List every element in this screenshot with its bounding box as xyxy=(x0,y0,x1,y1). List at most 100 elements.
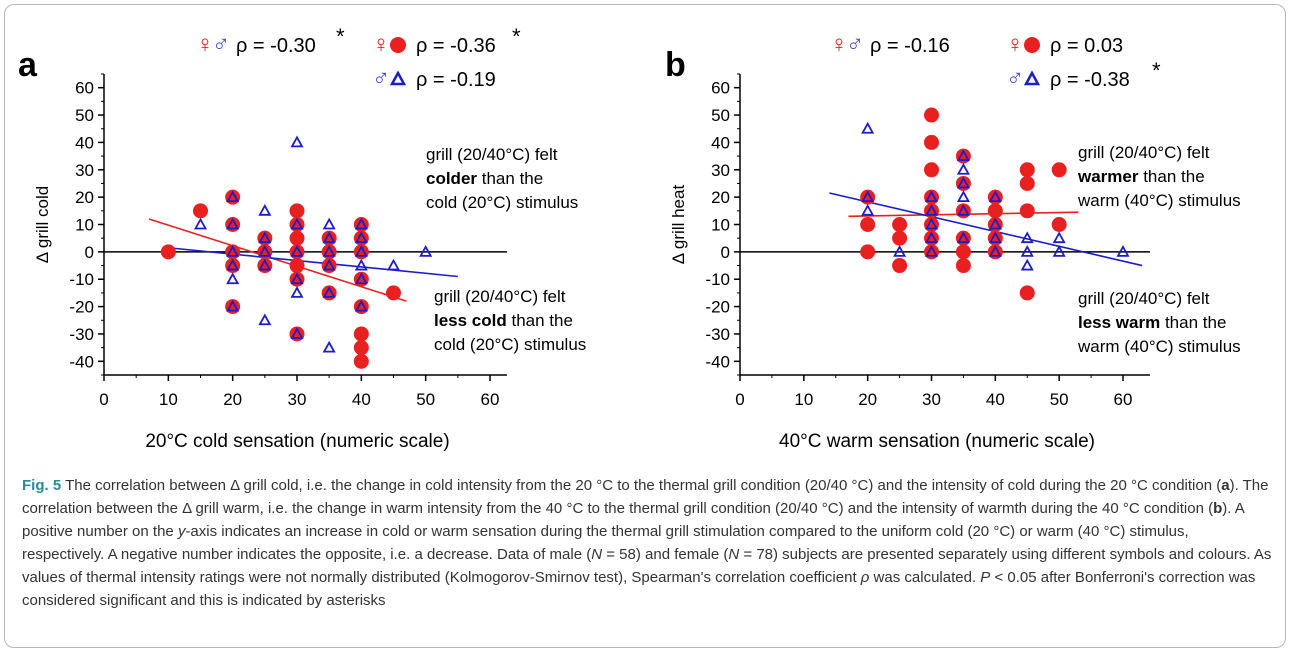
male-point xyxy=(290,286,304,298)
annotation-top-line2: colder than the xyxy=(426,169,543,188)
male-point xyxy=(322,340,336,353)
x-tick-label: 20 xyxy=(223,390,242,409)
panel-b: -40 -30 -20 -10 0 10 20 30 40 50 60 0 10 20 30 40 50 60 40… xyxy=(665,31,1241,452)
female-point xyxy=(955,258,971,274)
male-fit-line xyxy=(168,246,458,278)
annotation-bottom-line1: grill (20/40°C) felt xyxy=(1078,289,1210,308)
male-point xyxy=(258,203,272,216)
x-tick-label: 20 xyxy=(858,390,877,409)
male-point xyxy=(893,245,907,257)
panel-label: b xyxy=(665,46,686,84)
male-symbol: ♂ xyxy=(846,31,864,58)
y-tick-label: 60 xyxy=(711,79,730,98)
female-point xyxy=(289,203,305,219)
male-point xyxy=(322,258,336,271)
female-point xyxy=(987,203,1003,219)
annotation-bottom-rest: than the xyxy=(1160,313,1226,332)
male-point xyxy=(924,203,939,216)
male-point xyxy=(226,258,240,271)
female-symbol: ♀ xyxy=(830,31,848,58)
male-point xyxy=(924,231,939,244)
caption-label: Fig. 5 xyxy=(22,477,62,494)
y-tick-label: 50 xyxy=(711,106,730,125)
x-tick-label: 10 xyxy=(159,390,178,409)
male-point xyxy=(924,245,939,257)
y-tick-label: 10 xyxy=(711,216,730,235)
y-tick-label: 20 xyxy=(75,188,94,207)
male-point xyxy=(290,217,304,230)
caption-part: a xyxy=(1221,477,1230,494)
male-symbol: ♂ xyxy=(212,31,230,58)
caption-part: N xyxy=(728,546,740,563)
figure-caption: Fig. 5 The correlation between Δ grill c… xyxy=(22,474,1272,612)
female-point xyxy=(860,217,876,232)
male-point xyxy=(290,245,304,257)
male-point xyxy=(988,217,1002,230)
y-tick-label: -40 xyxy=(69,352,94,371)
y-tick-label: -30 xyxy=(705,325,730,344)
male-point xyxy=(354,272,368,285)
female-point xyxy=(1051,217,1067,232)
female-point xyxy=(924,134,939,150)
male-point xyxy=(1020,258,1034,271)
female-point xyxy=(892,258,908,274)
male-point xyxy=(258,245,272,257)
female-point xyxy=(924,107,939,123)
female-point xyxy=(289,258,305,274)
caption-part: The correlation between Δ grill cold, i.… xyxy=(65,477,1222,494)
y-tick-label: 50 xyxy=(75,106,94,125)
male-point xyxy=(386,258,401,271)
male-point xyxy=(924,190,939,203)
annotation-bottom-line3: warm (40°C) stimulus xyxy=(1077,337,1241,356)
male-point xyxy=(354,245,368,257)
female-point xyxy=(955,244,971,260)
stat-both-star: * xyxy=(336,24,345,49)
y-tick-label: -10 xyxy=(705,270,730,289)
x-tick-label: 30 xyxy=(922,390,941,409)
female-fit-line xyxy=(148,218,407,302)
caption-part: ). The correlation between the Δ grill w… xyxy=(22,477,1269,517)
annotation-top-line2: warmer than the xyxy=(1077,167,1205,186)
male-point xyxy=(1020,245,1034,257)
caption-part: -axis indicates an increase in cold or w… xyxy=(22,523,1189,563)
annotation-bottom-line1: grill (20/40°C) felt xyxy=(434,287,566,306)
male-point xyxy=(956,162,970,175)
caption-text: The correlation between Δ grill cold, i.… xyxy=(22,477,1271,609)
caption-part: was calculated. xyxy=(869,569,981,586)
male-point xyxy=(193,217,208,230)
male-point xyxy=(322,286,336,298)
x-axis-label: 40°C warm sensation (numeric scale) xyxy=(779,431,1095,452)
annotation-bottom-rest: than the xyxy=(507,311,573,330)
y-tick-label: -10 xyxy=(69,270,94,289)
y-tick-label: -20 xyxy=(705,298,730,317)
male-fit-line xyxy=(829,192,1143,267)
annotation-top-line1: grill (20/40°C) felt xyxy=(426,145,558,164)
male-point xyxy=(322,231,336,244)
male-point xyxy=(988,231,1002,244)
caption-part: b xyxy=(1213,500,1223,517)
female-symbol: ♀ xyxy=(1006,31,1024,58)
male-point xyxy=(956,203,970,216)
y-tick-label: 0 xyxy=(721,243,730,262)
caption-part: ). A positive number on the xyxy=(22,500,1244,540)
male-point xyxy=(354,217,368,230)
male-point xyxy=(258,313,272,326)
y-axis-label: Δ grill cold xyxy=(33,186,52,264)
male-point xyxy=(1052,245,1066,257)
caption-part: ρ xyxy=(860,569,870,586)
y-axis-label: Δ grill heat xyxy=(669,185,688,265)
x-tick-label: 40 xyxy=(986,390,1005,409)
male-marker-legend xyxy=(389,70,407,86)
female-point xyxy=(892,230,908,246)
caption-part: P xyxy=(980,569,991,586)
male-point xyxy=(924,217,939,230)
male-point xyxy=(226,217,240,230)
annotation-bottom-line2: less cold than the xyxy=(434,311,573,330)
annotation-bottom-line2: less warm than the xyxy=(1078,313,1226,332)
male-point xyxy=(1052,231,1066,244)
female-symbol: ♀ xyxy=(372,31,390,58)
male-point xyxy=(956,176,970,189)
male-point xyxy=(988,190,1002,203)
female-point xyxy=(289,230,305,246)
male-point xyxy=(290,272,304,285)
